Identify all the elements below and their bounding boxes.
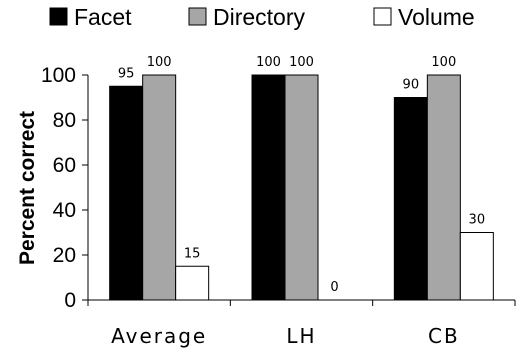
y-tick-label: 60 — [53, 154, 76, 177]
data-label: 30 — [469, 213, 486, 228]
data-label: 100 — [431, 55, 456, 70]
bar-facet-lh — [251, 74, 286, 301]
data-labels: 95 100 15 100 100 0 90 100 30 — [118, 55, 485, 295]
x-category-label: LH — [286, 324, 316, 348]
y-tick-label: 100 — [41, 64, 76, 87]
data-label: 15 — [184, 246, 201, 261]
data-label: 90 — [403, 78, 420, 93]
y-tick-label: 0 — [64, 289, 76, 312]
legend: Facet Directory Volume — [49, 4, 475, 30]
data-label: 100 — [256, 55, 281, 70]
data-label: 0 — [330, 280, 338, 295]
y-tick-label: 40 — [53, 199, 76, 222]
y-tick-label: 20 — [53, 244, 76, 267]
bars — [109, 74, 494, 301]
x-category-label: Average — [111, 324, 207, 348]
legend-swatch-directory — [188, 7, 207, 26]
x-axis: Average LH CB — [87, 299, 516, 348]
legend-label-volume: Volume — [398, 4, 475, 30]
bar-directory-lh — [284, 74, 319, 301]
y-axis: 0 20 40 60 80 100 — [41, 64, 89, 312]
bar-directory-average — [142, 74, 177, 301]
bar-volume-cb — [459, 232, 494, 301]
data-label: 95 — [118, 66, 135, 81]
legend-label-directory: Directory — [213, 4, 306, 30]
legend-label-facet: Facet — [74, 4, 132, 30]
x-category-label: CB — [428, 324, 460, 348]
y-axis-label: Percent correct — [16, 111, 39, 265]
data-label: 100 — [147, 55, 172, 70]
bar-volume-average — [175, 265, 210, 301]
y-tick-label: 80 — [53, 109, 76, 132]
legend-swatch-facet — [49, 7, 68, 26]
bar-facet-cb — [393, 97, 428, 301]
data-label: 100 — [289, 55, 314, 70]
bar-directory-cb — [426, 74, 461, 301]
bar-facet-average — [109, 85, 144, 301]
legend-swatch-volume — [373, 7, 392, 26]
